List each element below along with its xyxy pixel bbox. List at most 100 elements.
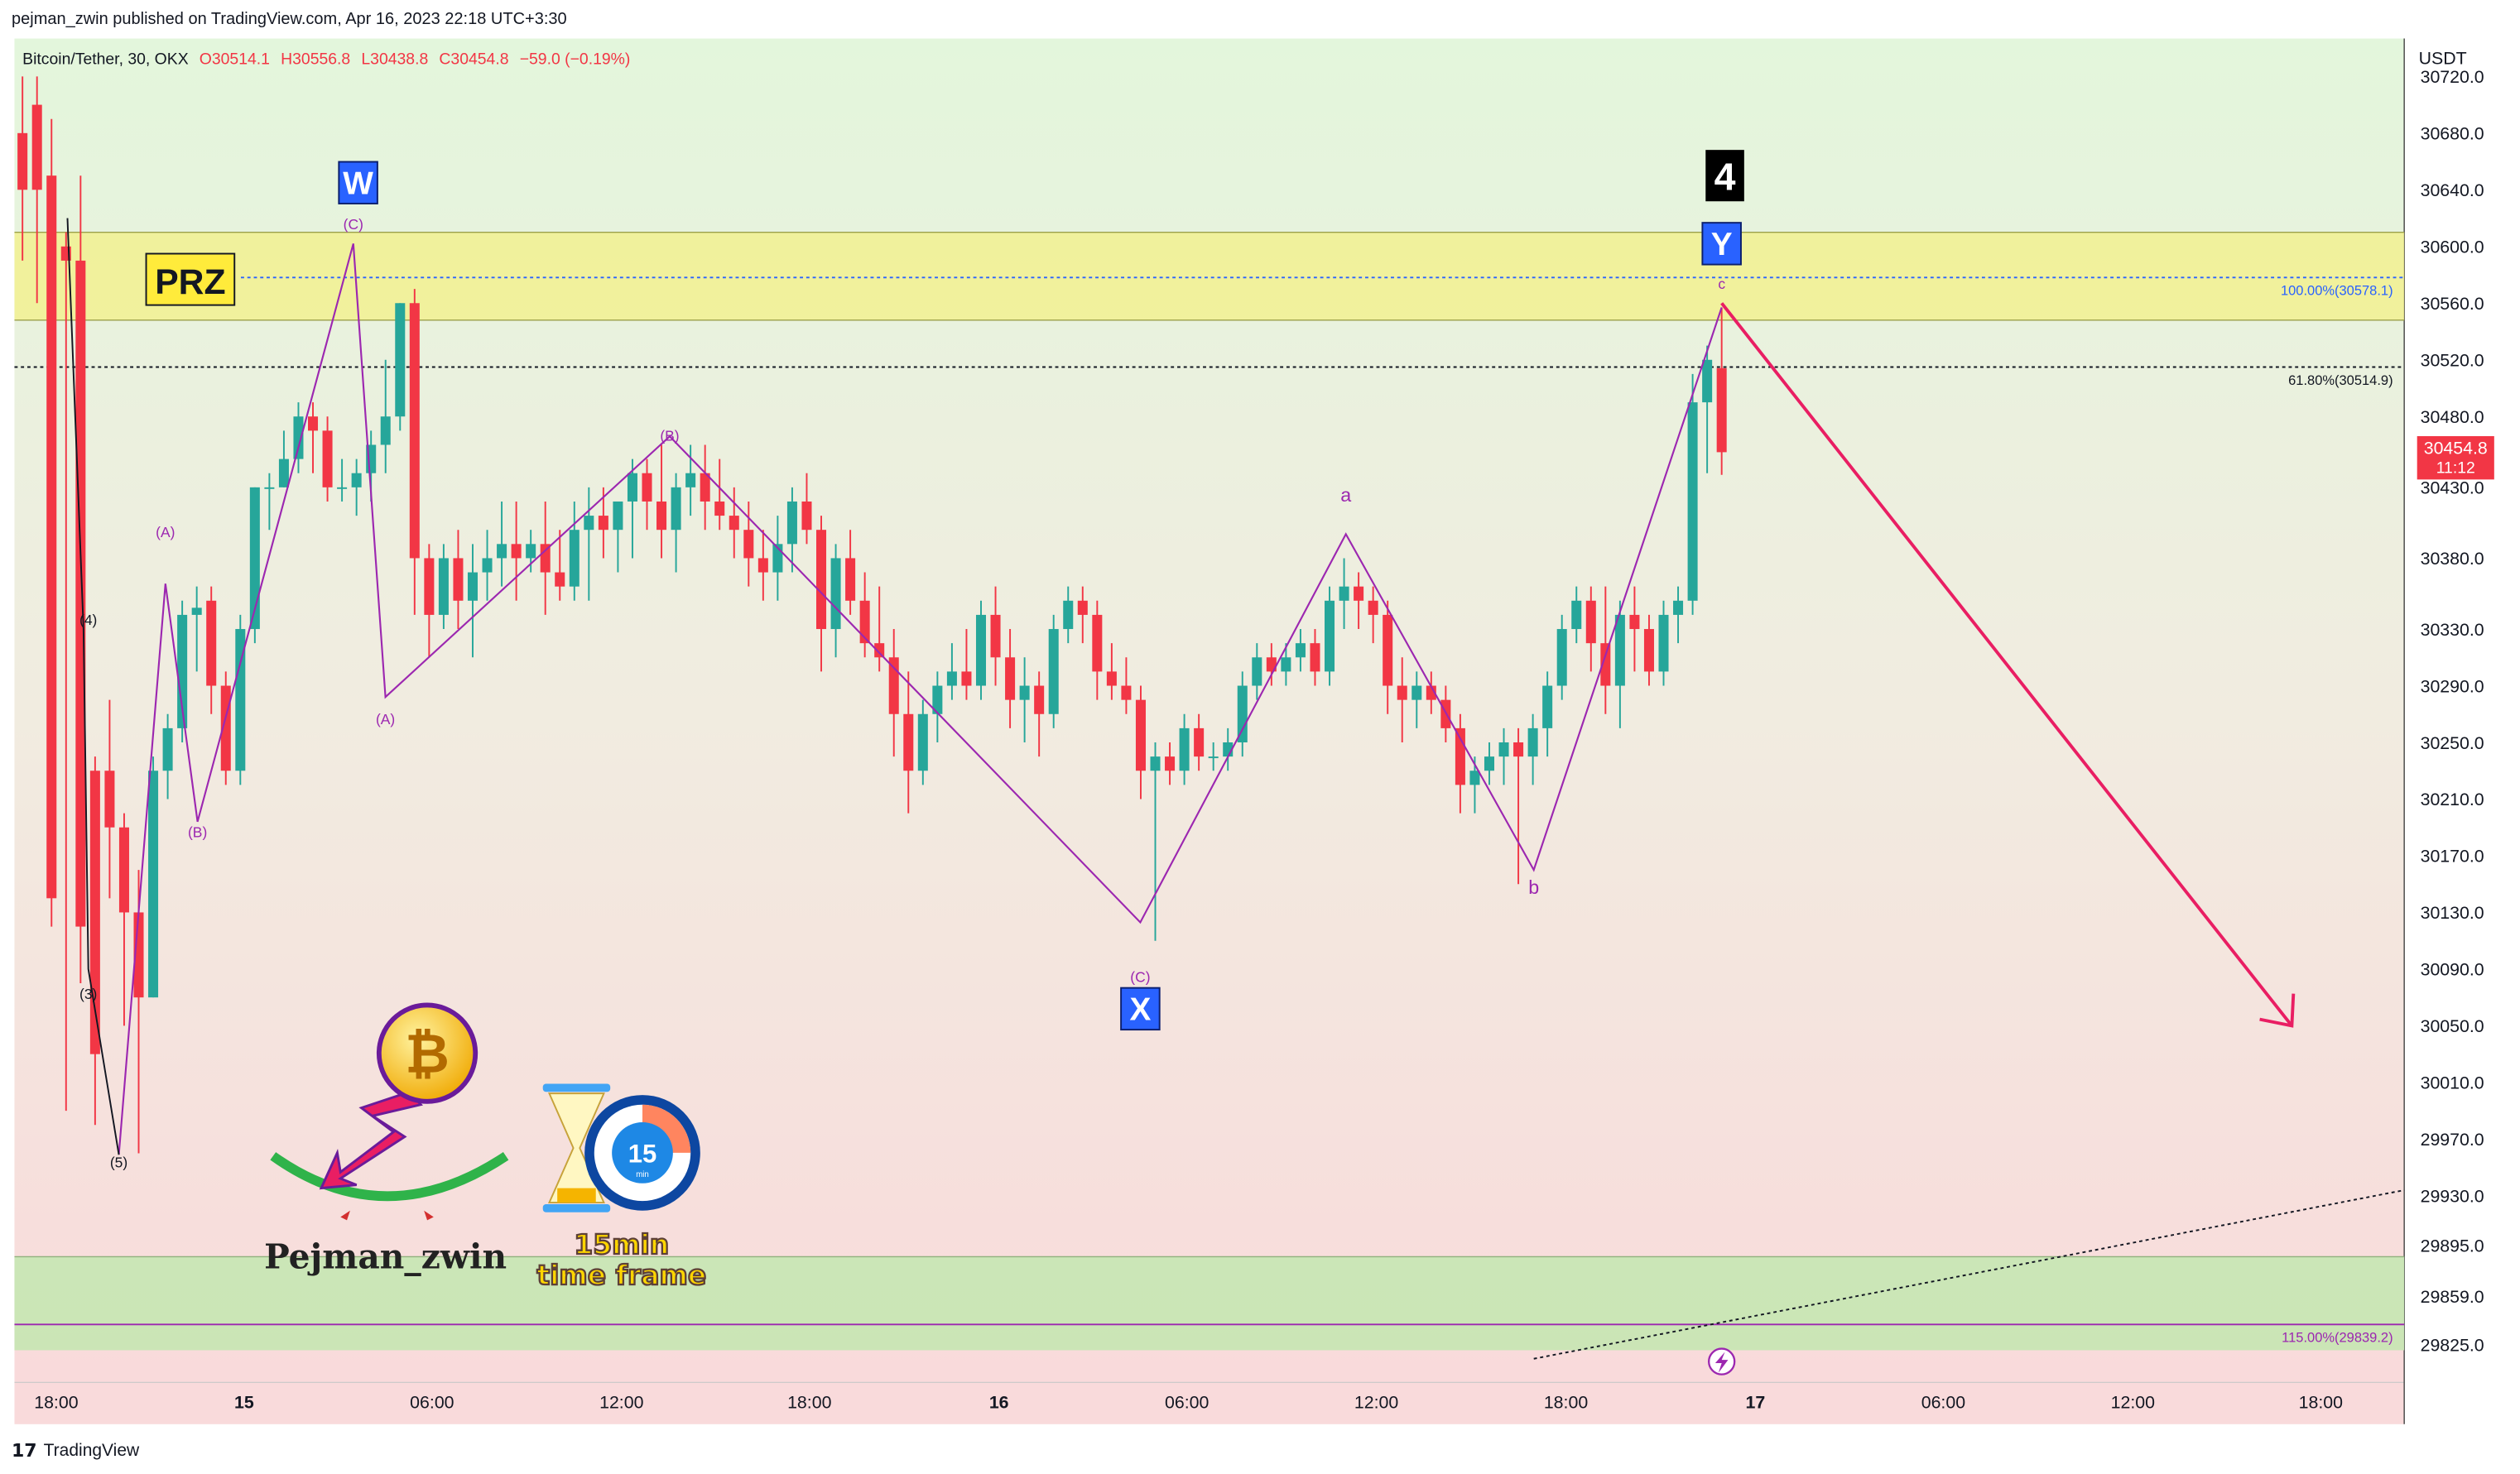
candle-body [526, 544, 536, 559]
major-label-box [1701, 222, 1742, 266]
wave-label: (5) [110, 1155, 127, 1171]
price-tick: 29859.0 [2421, 1287, 2484, 1307]
price-tick: 29825.0 [2421, 1335, 2484, 1355]
candle-body [656, 501, 667, 531]
candle-body [1571, 600, 1582, 630]
bullish-candle [584, 487, 594, 601]
candle-body [859, 600, 870, 644]
candle-body [1556, 629, 1567, 686]
wave-label: (C) [344, 216, 363, 233]
bullish-candle [1498, 727, 1509, 785]
clock-number: 15 [628, 1140, 657, 1169]
candle-body [162, 727, 173, 771]
bullish-candle [526, 530, 536, 573]
bullish-candle [177, 600, 188, 743]
candle-body [1063, 600, 1074, 630]
bearish-candle [1629, 586, 1640, 672]
major-label-text: 4 [1714, 156, 1736, 199]
bar-countdown: 11:12 [2436, 459, 2475, 478]
bearish-candle [511, 501, 522, 601]
clock-unit: min [636, 1170, 649, 1179]
bullish-candle [249, 487, 260, 644]
candle-body [671, 487, 681, 531]
price-tick: 30520.0 [2421, 351, 2484, 371]
candle-body [801, 501, 812, 531]
bearish-candle [845, 530, 856, 615]
price-tick: 30090.0 [2421, 960, 2484, 980]
bearish-candle [642, 459, 652, 531]
candle-body [191, 607, 202, 615]
bearish-candle [1600, 586, 1611, 714]
candle-body [613, 501, 623, 531]
candle-body [104, 771, 115, 828]
bearish-candle [757, 530, 768, 601]
bullish-candle [438, 544, 449, 630]
bullish-candle [278, 430, 289, 487]
fib-label: 100.00%(30578.1) [2281, 284, 2393, 299]
price-tick: 30130.0 [2421, 903, 2484, 923]
candle-body [555, 572, 565, 587]
candle-body [467, 572, 479, 601]
bullish-candle [1208, 742, 1219, 771]
bearish-candle [1368, 586, 1378, 644]
lightning-icon[interactable] [1707, 1347, 1736, 1376]
bullish-candle [627, 459, 637, 559]
candle-body [642, 473, 652, 502]
bullish-candle [264, 473, 275, 531]
bearish-candle [206, 586, 217, 714]
bearish-candle [1513, 727, 1524, 885]
candle-body [206, 600, 217, 686]
candle-body [627, 473, 637, 502]
candle-body [1339, 586, 1349, 601]
price-tick: 30720.0 [2421, 67, 2484, 87]
candle-body [1106, 671, 1117, 686]
candle-body [395, 303, 406, 417]
fib-label: 115.00%(29839.2) [2282, 1331, 2393, 1346]
bearish-candle [424, 544, 435, 658]
bearish-candle [104, 699, 115, 899]
candle-body [685, 473, 696, 487]
bullish-candle [613, 501, 623, 573]
price-tick: 30330.0 [2421, 620, 2484, 640]
bullish-candle [1252, 643, 1262, 700]
candle-body [932, 685, 943, 714]
bullish-candle [1687, 373, 1698, 615]
bearish-candle [1106, 643, 1117, 700]
candle-body [1092, 614, 1103, 672]
candle-body [903, 713, 914, 771]
price-tick: 30050.0 [2421, 1016, 2484, 1036]
candle-body [1673, 600, 1684, 615]
candle-body [17, 132, 28, 190]
major-wave-label: Y [1701, 222, 1742, 266]
wave-label: (B) [660, 427, 679, 444]
bearish-candle [46, 118, 57, 927]
bearish-candle [1426, 671, 1436, 714]
candle-body [975, 614, 987, 686]
candle-body [990, 614, 1001, 658]
bearish-candle [874, 586, 885, 672]
bullish-candle [467, 544, 479, 658]
prz-label: PRZ [155, 262, 225, 302]
price-axis-ticks: 30720.0 30680.0 30640.0 30600.0 30560.0 30520… [2421, 67, 2484, 1355]
candle-body [1295, 643, 1306, 658]
time-tick: 15 [234, 1392, 254, 1412]
bearish-candle [1354, 572, 1364, 630]
major-label-box [1705, 150, 1744, 202]
candle-body [1325, 600, 1335, 672]
candle-body [598, 516, 608, 531]
candle-body [845, 558, 856, 601]
candle-body [1455, 727, 1465, 785]
candle-body [1135, 699, 1146, 771]
candle-body [409, 303, 420, 559]
wave-label: (3) [79, 986, 97, 1002]
author-name: Pejman_zwin [264, 1237, 507, 1277]
candle-body [89, 771, 100, 1054]
support-zone [14, 1256, 2405, 1351]
wave-label: b [1528, 876, 1539, 898]
candle-body [1048, 629, 1059, 714]
bullish-candle [1673, 586, 1684, 644]
bearish-candle [990, 586, 1001, 686]
bearish-candle [31, 76, 42, 304]
bearish-candle [961, 629, 972, 700]
